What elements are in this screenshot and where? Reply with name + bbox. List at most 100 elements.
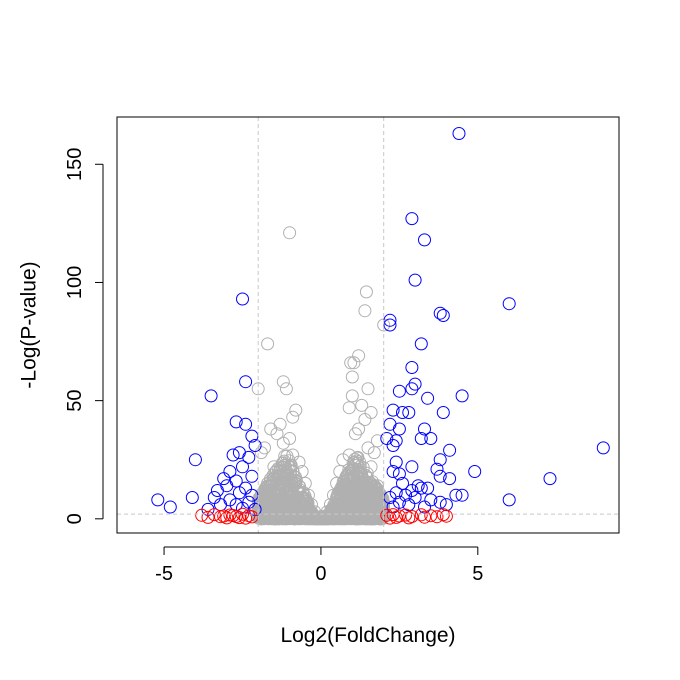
- data-point: [455, 389, 469, 403]
- data-point: [195, 508, 209, 522]
- cloud-point: [282, 485, 296, 498]
- cloud-point: [262, 510, 276, 524]
- data-point: [433, 306, 447, 320]
- data-point: [330, 476, 344, 490]
- data-point: [414, 432, 428, 445]
- cloud-point: [360, 499, 373, 513]
- data-point: [364, 406, 378, 419]
- data-point: [242, 450, 256, 464]
- data-point: [344, 356, 358, 370]
- data-point: [386, 508, 400, 522]
- data-point: [433, 495, 447, 509]
- data-point: [383, 417, 397, 431]
- data-point: [443, 443, 457, 457]
- data-point: [342, 401, 356, 415]
- data-point: [396, 476, 409, 490]
- data-point: [502, 297, 516, 311]
- data-point: [424, 432, 438, 445]
- cloud-point: [258, 503, 272, 517]
- data-point: [267, 500, 281, 514]
- cloud-point: [269, 498, 283, 512]
- data-point: [207, 491, 221, 504]
- data-point: [251, 382, 265, 396]
- data-point: [207, 508, 221, 522]
- y-tick-label: 100: [64, 266, 86, 299]
- cloud-point: [363, 506, 377, 520]
- data-point: [327, 488, 340, 502]
- data-point: [386, 403, 400, 417]
- data-point: [359, 285, 373, 299]
- data-point: [367, 446, 381, 460]
- data-point: [188, 453, 202, 467]
- cloud-point: [277, 509, 291, 523]
- data-point: [405, 361, 419, 374]
- cloud-point: [346, 480, 360, 494]
- data-point: [399, 508, 413, 522]
- data-point: [345, 389, 359, 403]
- data-point: [392, 422, 406, 436]
- data-point: [185, 491, 199, 504]
- data-point: [436, 309, 450, 322]
- cloud-point: [351, 450, 365, 464]
- data-point: [383, 318, 397, 332]
- data-point: [408, 377, 422, 391]
- data-point: [355, 398, 369, 412]
- data-point: [214, 510, 227, 524]
- data-point: [289, 403, 303, 417]
- data-point: [239, 511, 253, 525]
- data-point: [348, 427, 362, 441]
- data-point: [436, 508, 450, 522]
- cloud-point: [287, 510, 301, 524]
- data-point: [245, 429, 259, 443]
- data-point: [286, 493, 300, 507]
- data-point: [220, 479, 234, 493]
- data-point: [163, 500, 177, 514]
- data-point: [276, 436, 290, 450]
- data-point: [336, 453, 350, 467]
- data-point: [414, 481, 428, 495]
- data-point: [314, 510, 328, 523]
- data-point: [543, 472, 557, 486]
- cloud-point: [253, 511, 267, 525]
- data-point: [210, 484, 224, 497]
- data-point: [267, 460, 281, 474]
- y-tick-label: 0: [64, 513, 86, 524]
- data-point: [386, 439, 400, 452]
- data-point: [226, 509, 240, 522]
- y-tick-label: 50: [64, 390, 86, 412]
- data-point: [286, 410, 300, 424]
- data-point: [295, 465, 309, 478]
- data-point: [402, 498, 416, 512]
- data-point: [342, 493, 356, 507]
- data-point: [396, 406, 409, 419]
- data-point: [352, 467, 366, 481]
- data-point: [436, 406, 450, 419]
- cloud-point: [346, 456, 360, 470]
- data-point: [424, 509, 438, 523]
- cloud-point: [304, 512, 318, 526]
- plot-frame: [116, 116, 620, 534]
- data-point: [439, 509, 453, 523]
- data-point: [414, 508, 428, 522]
- data-point: [229, 415, 243, 429]
- data-point: [232, 511, 246, 525]
- data-point: [418, 510, 431, 524]
- data-point: [392, 384, 406, 398]
- data-point: [239, 417, 253, 431]
- data-points: [151, 127, 610, 525]
- data-point: [421, 481, 435, 495]
- data-point: [392, 467, 406, 481]
- data-point: [374, 493, 388, 507]
- data-point: [402, 511, 416, 525]
- data-point: [361, 382, 375, 396]
- data-point: [201, 510, 215, 524]
- data-point: [301, 488, 315, 502]
- x-axis-title: Log2(FoldChange): [280, 624, 455, 647]
- data-point: [333, 502, 347, 516]
- data-point: [405, 460, 419, 474]
- data-point: [380, 508, 394, 522]
- data-point: [389, 510, 403, 524]
